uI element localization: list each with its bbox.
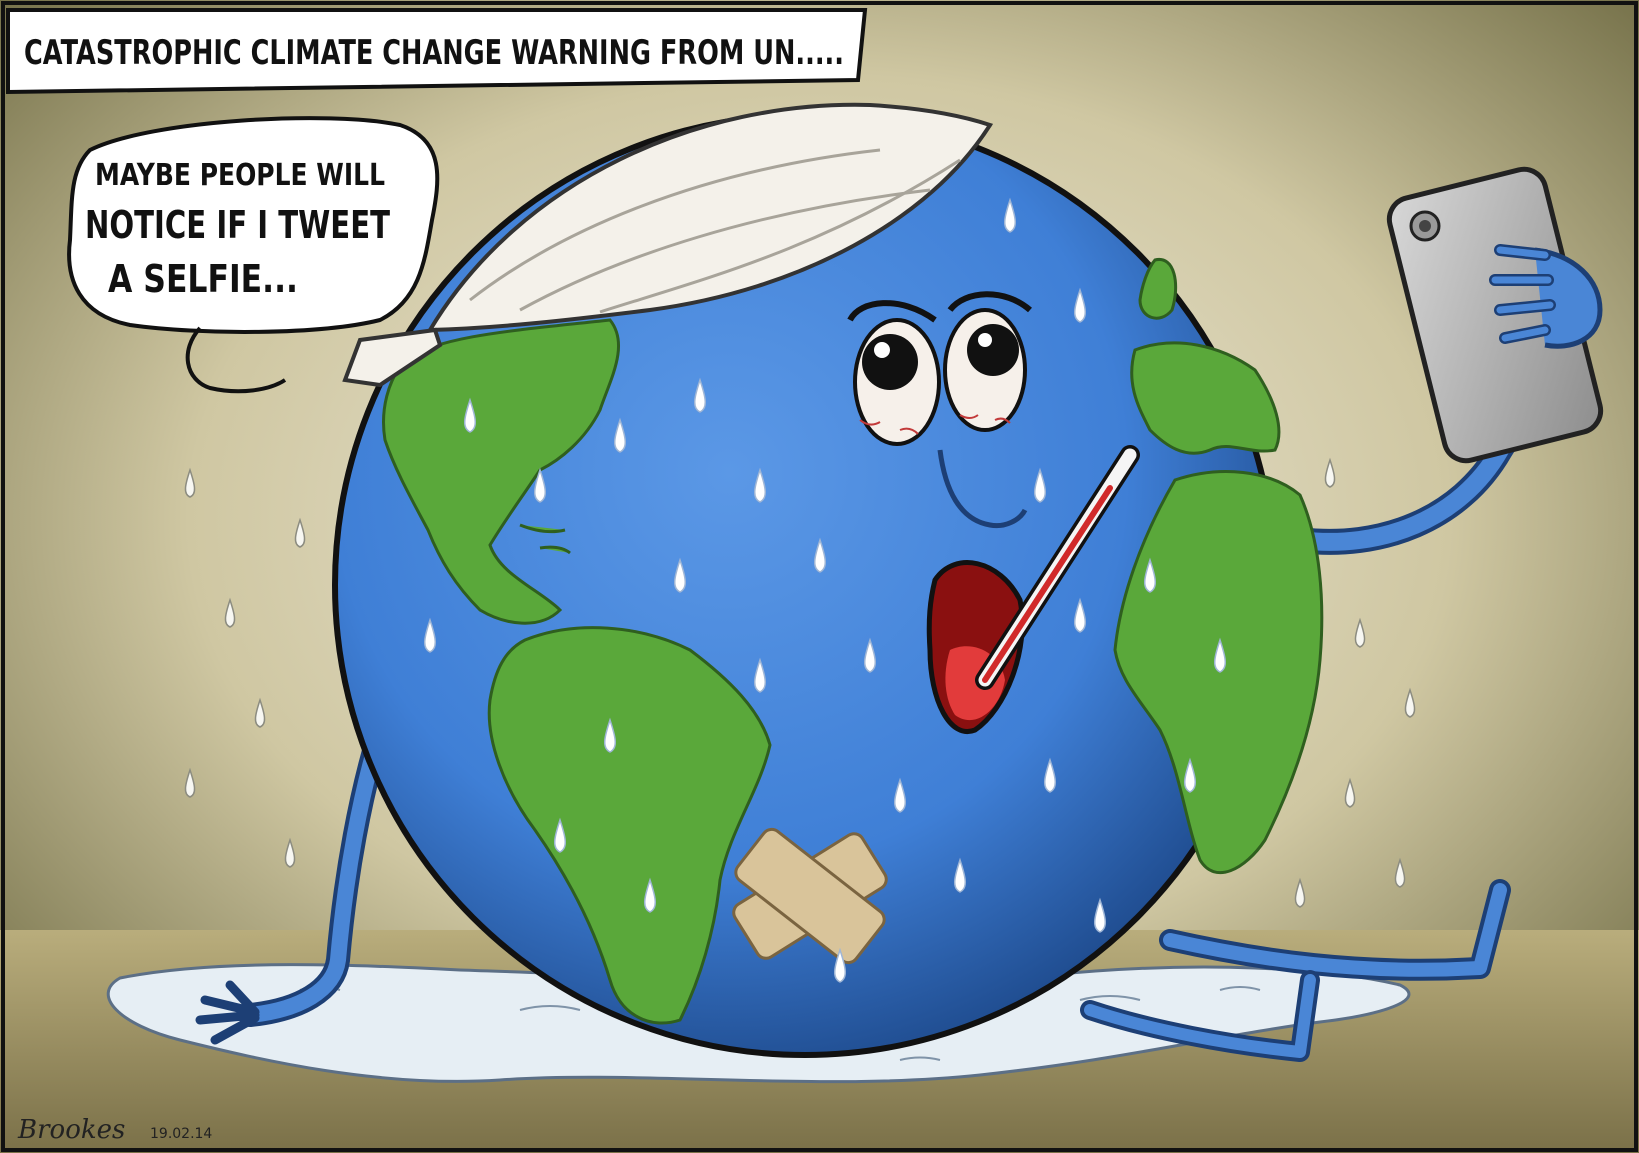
nose — [937, 449, 1028, 529]
north-america — [382, 318, 620, 625]
africa — [1113, 470, 1324, 874]
thermometer-icon — [975, 445, 1140, 690]
signature-name: Brookes — [17, 1115, 125, 1145]
bandage-icon — [342, 102, 994, 388]
caption-text: CATASTROPHIC CLIMATE CHANGE WARNING FROM… — [24, 33, 844, 73]
sticking-plaster-icon — [732, 827, 888, 965]
artist-signature: Brookes 19.02.14 — [17, 1115, 212, 1145]
caption-box: CATASTROPHIC CLIMATE CHANGE WARNING FROM… — [6, 8, 868, 95]
speech-bubble: MAYBE PEOPLE WILL NOTICE IF I TWEET A SE… — [67, 116, 440, 394]
falling-drops — [184, 457, 1416, 908]
europe — [1130, 341, 1281, 455]
right-leg — [1159, 879, 1511, 981]
left-eye — [847, 300, 941, 446]
right-eye — [943, 291, 1032, 432]
south-america — [487, 626, 772, 1025]
speech-line-1: MAYBE PEOPLE WILL — [95, 158, 385, 193]
speech-line-2: NOTICE IF I TWEET — [85, 203, 390, 247]
britain — [1138, 258, 1178, 320]
speech-line-3: A SELFIE... — [108, 257, 298, 301]
hand — [1489, 244, 1603, 349]
left-leg — [195, 703, 397, 1045]
earth-globe — [332, 102, 1324, 1058]
signature-date: 19.02.14 — [150, 1126, 212, 1142]
lower-leg — [1080, 970, 1320, 1062]
sweat-drops — [424, 197, 1226, 983]
